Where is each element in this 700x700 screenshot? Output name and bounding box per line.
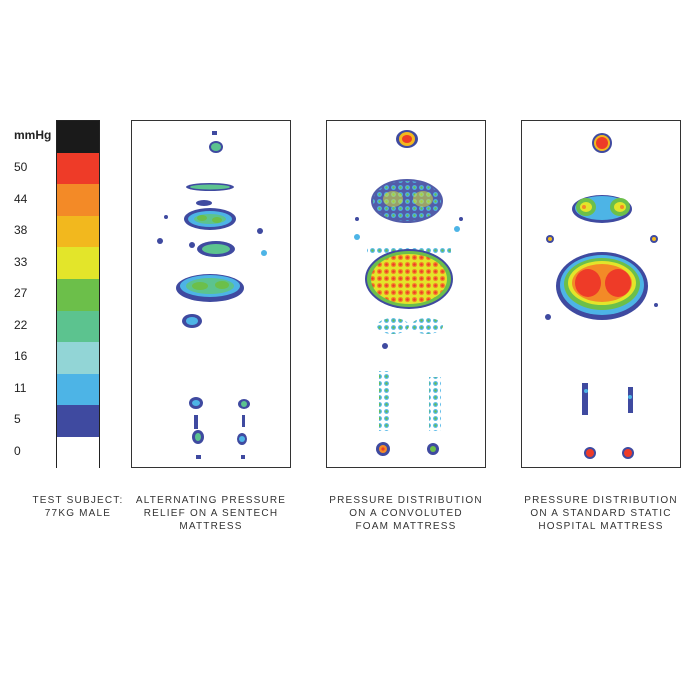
band-yellow <box>57 247 99 279</box>
scale-tick: 50 <box>14 160 28 174</box>
scale-tick: 5 <box>14 412 21 426</box>
band-green <box>57 278 99 311</box>
caption-line: ON A STANDARD STATIC <box>530 508 672 519</box>
caption-line: PRESSURE DISTRIBUTION <box>329 495 483 506</box>
scale-tick: 33 <box>14 255 28 269</box>
band-black <box>57 121 99 153</box>
scale-unit-label: mmHg <box>14 128 52 142</box>
pressure-map-sentech <box>131 120 291 468</box>
scale-tick: 27 <box>14 286 28 300</box>
caption-convoluted-foam: PRESSURE DISTRIBUTION ON A CONVOLUTED FO… <box>321 494 491 533</box>
scale-tick: 0 <box>14 444 21 458</box>
band-mint <box>57 310 99 343</box>
pressure-color-scale <box>56 120 100 469</box>
pressure-map-image <box>354 130 463 456</box>
caption-sentech: ALTERNATING PRESSURE RELIEF ON A SENTECH… <box>126 494 296 533</box>
caption-line: RELIEF ON A SENTECH <box>143 508 279 519</box>
caption-line: FOAM MATTRESS <box>355 521 457 532</box>
scale-tick: 22 <box>14 318 28 332</box>
caption-line: ON A CONVOLUTED <box>349 508 463 519</box>
caption-line: 77KG MALE <box>44 508 112 519</box>
pressure-map-convoluted-foam <box>326 120 486 468</box>
caption-line: MATTRESS <box>179 521 243 532</box>
scale-tick: 11 <box>14 381 27 395</box>
band-light-blue <box>57 373 99 406</box>
caption-line: ALTERNATING PRESSURE <box>135 495 287 506</box>
band-gold <box>57 215 99 248</box>
caption-test-subject: TEST SUBJECT: 77KG MALE <box>0 494 163 520</box>
band-dark-blue <box>57 405 99 437</box>
scale-tick: 44 <box>14 192 28 206</box>
pressure-map-image <box>157 131 267 459</box>
caption-hospital-mattress: PRESSURE DISTRIBUTION ON A STANDARD STAT… <box>516 494 686 533</box>
caption-line: HOSPITAL MATTRESS <box>538 521 664 532</box>
pressure-map-hospital-mattress <box>521 120 681 468</box>
scale-tick: 16 <box>14 349 28 363</box>
band-orange <box>57 184 99 216</box>
band-white <box>57 436 99 469</box>
caption-line: PRESSURE DISTRIBUTION <box>524 495 678 506</box>
scale-tick: 38 <box>14 223 28 237</box>
band-cyan <box>57 342 99 374</box>
band-red <box>57 152 99 185</box>
caption-line: TEST SUBJECT: <box>32 495 124 506</box>
pressure-map-image <box>545 133 658 459</box>
